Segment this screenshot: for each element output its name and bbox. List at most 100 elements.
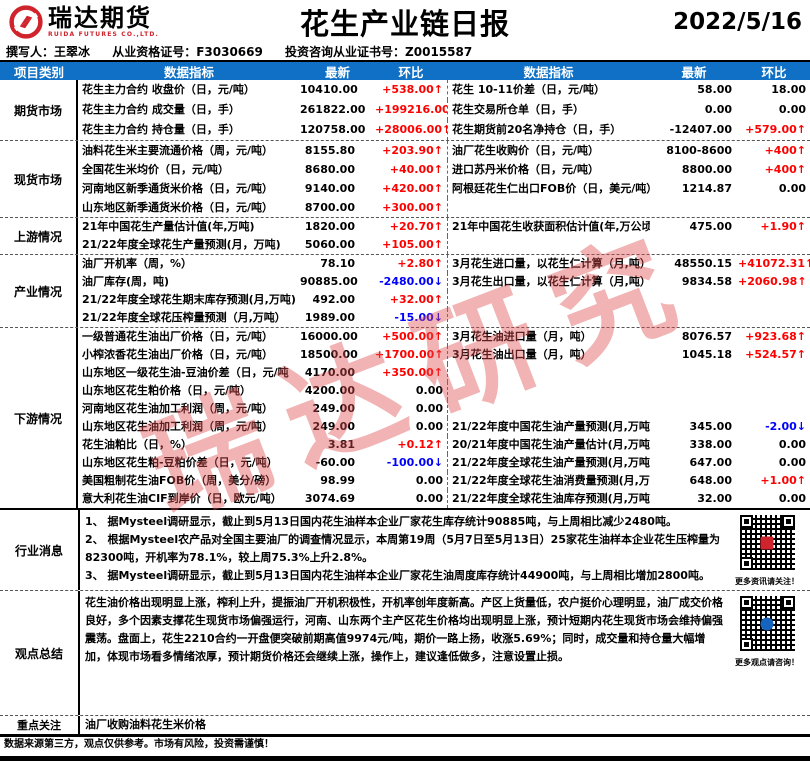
metric-label xyxy=(447,309,650,327)
metric-label: 阿根廷花生仁出口FOB价（日，美元/吨） xyxy=(447,179,650,198)
metric-label: 一级普通花生油出厂价格（日，元/吨） xyxy=(82,330,274,343)
metric-label: 山东地区新季通货米价格（日，元/吨） xyxy=(82,201,274,214)
metric-change: -2.00↓ xyxy=(765,420,806,433)
metric-label: 21/22年度全球花生油消费量预测(月,万吨) xyxy=(447,472,650,490)
metric-change: 0.00 xyxy=(415,492,443,505)
metric-change: +420.00↑ xyxy=(382,182,443,195)
metric-change xyxy=(738,364,810,382)
metric-label xyxy=(447,382,650,400)
metric-change: 0.00 xyxy=(415,402,443,415)
industry-news-section: 行业消息 1、 据Mysteel调研显示，截止到5月13日国内花生油样本企业厂家… xyxy=(0,510,810,590)
metric-change: +203.90↑ xyxy=(382,144,443,157)
metric-label: 21/22年度中国花生油产量预测(月,万吨) xyxy=(447,418,650,436)
metric-latest: 9140.00 xyxy=(304,182,355,195)
metric-change: +1.00↑ xyxy=(760,474,806,487)
metric-latest: 338.00 xyxy=(689,438,732,451)
bottom-bar xyxy=(0,756,810,761)
metric-label: 花生油粕比（日，%） xyxy=(82,438,193,451)
table-section-3: 产业情况 油厂开机率（周，%） 78.10 +2.80↑ 3月花生进口量，以花生仁计算（… xyxy=(0,254,810,327)
qr-finder-icon xyxy=(781,596,795,609)
metric-change xyxy=(738,236,810,254)
qr-code-contact xyxy=(739,596,795,651)
metric-label: 山东地区一级花生油-豆油价差（日，元/吨 xyxy=(82,366,289,379)
metric-latest: 16000.00 xyxy=(300,330,358,343)
metric-label: 花生交易所仓单（日，手） xyxy=(447,100,650,120)
col-indicator-right: 数据指标 xyxy=(523,65,574,80)
industry-news-content: 1、 据Mysteel调研显示，截止到5月13日国内花生油样本企业厂家花生库存统… xyxy=(80,510,810,590)
metric-change: 0.00 xyxy=(415,384,443,397)
metric-latest: 32.00 xyxy=(697,492,732,505)
key-focus-section: 重点关注 油厂收购油料花生米价格 xyxy=(0,715,810,737)
metric-label: 进口苏丹米价格（日，元/吨） xyxy=(447,160,650,179)
metric-label: 3月花生油进口量（月，吨） xyxy=(447,328,650,346)
metric-label: 花生期货前20名净持仓（日，手） xyxy=(447,120,650,140)
metric-label: 河南地区新季通货米价格（日，元/吨） xyxy=(82,182,274,195)
metric-latest: 8100-8600 xyxy=(666,144,732,157)
metric-label xyxy=(447,400,650,418)
metric-label xyxy=(447,198,650,217)
metric-label: 3月花生进口量，以花生仁计算（月,吨） xyxy=(447,255,650,273)
disclaimer: 数据来源第三方，观点仅供参考。市场有风险，投资需谨慎！ xyxy=(4,739,274,750)
viewpoint-summary-content: 花生油价格出现明显上涨，榨利上升，提振油厂开机积极性，开机率创年度新高。产区上货… xyxy=(80,591,810,715)
viewpoint-summary-label: 观点总结 xyxy=(0,591,80,715)
metric-change: +500.00↑ xyxy=(382,330,443,343)
metric-change: +105.00↑ xyxy=(382,238,443,251)
metric-change: 0.00 xyxy=(415,474,443,487)
metric-change: +923.68↑ xyxy=(745,330,806,343)
metric-change: 0.00 xyxy=(778,182,806,195)
metric-latest xyxy=(650,291,738,309)
author: 撰写人：王翠冰 xyxy=(6,45,91,59)
metric-change xyxy=(738,198,810,217)
qr-finder-icon xyxy=(739,557,753,570)
metric-label: 花生主力合约 持仓量（日，手） xyxy=(82,123,240,136)
metric-label: 山东地区花生粕-豆粕价差（日，元/吨） xyxy=(82,456,278,469)
news-item: 3、 据Mysteel调研显示，截止到5月13日国内花生油样本企业厂家花生油周度… xyxy=(85,569,710,582)
metric-label: 3月花生油出口量（月，吨） xyxy=(447,346,650,364)
metric-label: 20/21年度中国花生油产量估计(月,万吨) xyxy=(447,436,650,454)
metric-latest: 647.00 xyxy=(689,456,732,469)
news-item: 2、 根据Mysteel农产品对全国主要油厂的调查情况显示，本周第19周（5月7… xyxy=(85,533,720,564)
metric-change: +40.00↑ xyxy=(389,163,443,176)
metric-latest: 1045.18 xyxy=(681,348,732,361)
table-section-4: 下游情况 一级普通花生油出厂价格（日，元/吨） 16000.00 +500.00↑ 3月… xyxy=(0,327,810,508)
metric-latest: 8155.80 xyxy=(304,144,355,157)
qr-contact-block: 更多观点请咨询！ xyxy=(727,596,807,672)
viewpoint-summary-text: 花生油价格出现明显上涨，榨利上升，提振油厂开机积极性，开机率创年度新高。产区上货… xyxy=(85,596,723,663)
metric-change: +300.00↑ xyxy=(382,201,443,214)
metric-change: +1700.00↑ xyxy=(375,348,444,361)
metric-label: 花生主力合约 成交量（日，手） xyxy=(82,103,240,116)
metric-label: 小榨浓香花生油出厂价格（日，元/吨） xyxy=(82,348,274,361)
metric-label: 油厂开机率（周，%） xyxy=(82,257,193,270)
metric-latest: 249.00 xyxy=(312,420,355,433)
metric-change: +400↑ xyxy=(764,144,806,157)
metric-label: 21年中国花生产量估计值(年,万吨) xyxy=(82,220,255,233)
metric-change: 18.00 xyxy=(771,83,806,96)
metric-change: -2480.00↓ xyxy=(379,275,443,288)
qr-contact-caption: 更多观点请咨询！ xyxy=(735,658,799,667)
qr-finder-icon xyxy=(739,638,753,651)
metric-change xyxy=(738,400,810,418)
metric-latest: 4170.00 xyxy=(304,366,355,379)
metric-latest xyxy=(650,309,738,327)
metric-latest: 58.00 xyxy=(697,83,732,96)
col-latest-left: 最新 xyxy=(324,65,350,80)
metric-change: +28006.00↑ xyxy=(375,123,447,136)
metric-label: 21/22年度全球花压榨量预测（月,万吨） xyxy=(82,311,286,324)
metric-latest xyxy=(650,364,738,382)
col-chg-right: 环比 xyxy=(761,65,787,80)
advisory-no: 投资咨询从业证书号：Z0015587 xyxy=(285,45,473,59)
metric-change: 0.00 xyxy=(778,103,806,116)
table-column-headers: 项目类别 数据指标 最新 环比 数据指标 最新 环比 xyxy=(0,62,810,80)
company-name-en: RUIDA FUTURES CO.,LTD. xyxy=(48,31,160,38)
metric-latest xyxy=(650,400,738,418)
metric-change: +1.90↑ xyxy=(760,220,806,233)
metric-change xyxy=(738,291,810,309)
key-focus-text: 油厂收购油料花生米价格 xyxy=(85,718,206,731)
metric-latest: 648.00 xyxy=(689,474,732,487)
metric-latest: 98.99 xyxy=(320,474,355,487)
metric-label: 美国粗制花生油FOB价（周，美分/磅） xyxy=(82,474,277,487)
metric-change: +524.57↑ xyxy=(745,348,806,361)
metric-label: 山东地区花生粕价格（日，元/吨） xyxy=(82,384,252,397)
metric-label: 油厂花生收购价（日，元/吨） xyxy=(447,141,650,160)
metric-change: +2060.98↑ xyxy=(738,275,807,288)
